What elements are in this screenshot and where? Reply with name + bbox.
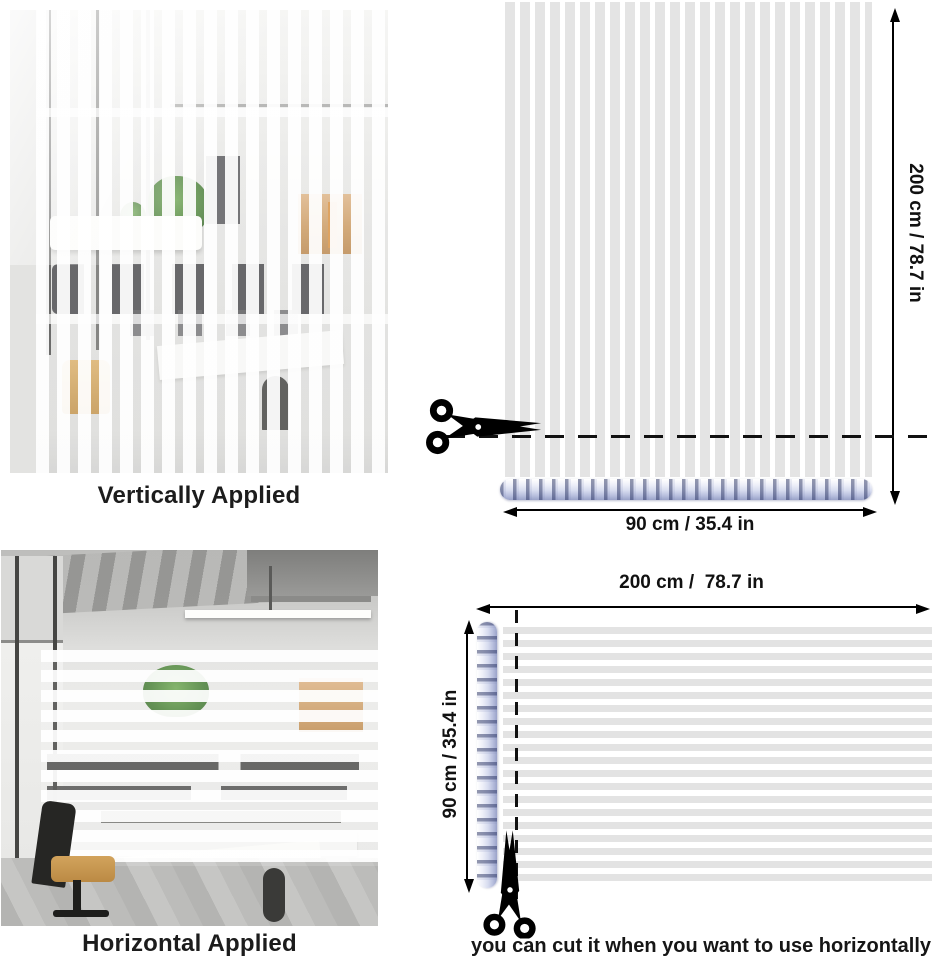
office-photo-vertical-film [10,10,388,473]
photo-layer [247,550,378,596]
film-roll-horizontal [500,479,872,500]
width-dimension-label: 90 cm / 35.4 in [625,514,755,535]
width-dimension-arrow [503,507,877,517]
office-chair [73,880,81,912]
height-dimension-arrow [464,620,474,893]
office-chair [53,910,109,917]
height-dimension-arrow [890,8,900,505]
caption-horizontal-applied: Horizontal Applied [82,930,297,957]
glass-glare [10,10,388,265]
film-roll-vertical [477,622,497,888]
door-handle [263,868,285,922]
film-sheet-horizontal-stripes [503,627,932,887]
office-photo-horizontal-film [1,550,378,926]
photo-layer [1,556,63,643]
cut-line-dashed [446,435,934,438]
photo-layer [15,556,19,866]
caption-vertically-applied: Vertically Applied [97,482,301,509]
height-dimension-label: 200 cm / 78.7 in [905,163,926,303]
film-sheet-vertical-stripes [505,2,872,477]
horizontal-frosted-stripes-overlay [41,650,378,866]
height-dimension-label: 90 cm / 35.4 in [440,689,461,819]
cut-line-dashed [515,610,518,908]
width-dimension-arrow [476,604,930,614]
ceiling-duct [41,550,281,615]
scissors-icon [483,829,538,939]
photo-layer [269,566,272,612]
photo-layer [251,596,371,602]
pendant-light [185,610,371,618]
width-dimension-label: 200 cm / 78.7 in [619,572,764,593]
office-chair [51,856,115,882]
cut-instruction-note: you can cut it when you want to use hori… [470,935,932,957]
scissors-icon [424,398,546,456]
